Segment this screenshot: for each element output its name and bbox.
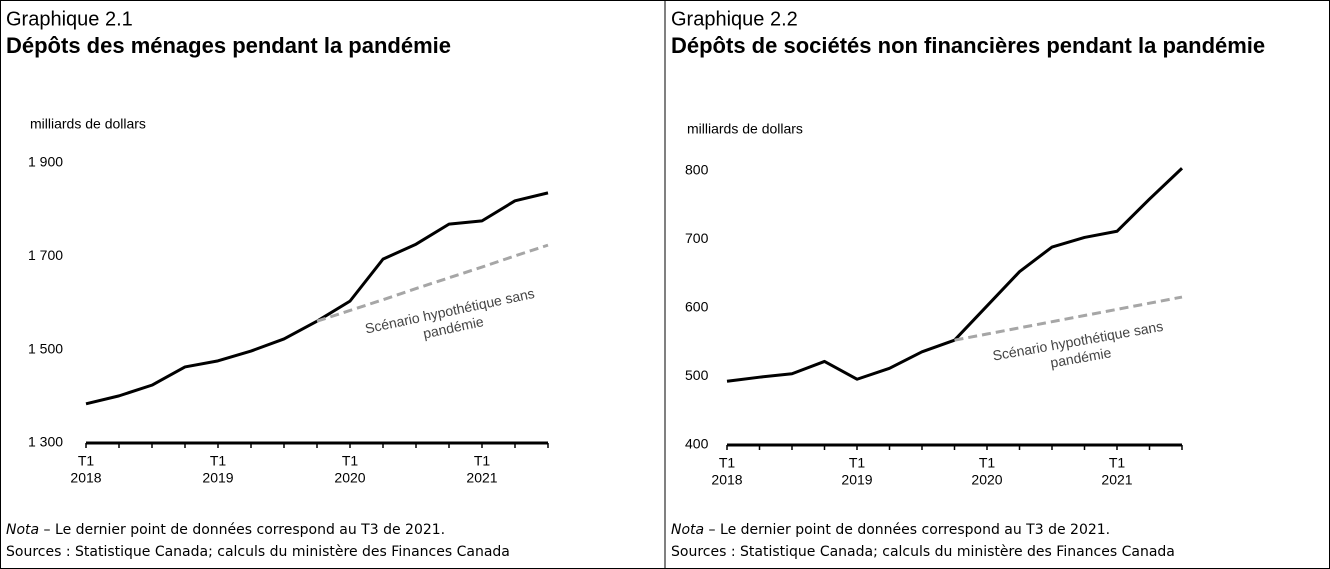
x-tick-label: 2020 (334, 470, 365, 486)
y-axis-label: milliards de dollars (30, 116, 146, 132)
x-tick-label: 2019 (841, 472, 872, 488)
note: Nota – Le dernier point de données corre… (6, 522, 445, 538)
x-tick-label: 2020 (971, 472, 1002, 488)
x-tick-label: T1 (210, 453, 227, 469)
y-tick-label: 500 (685, 367, 709, 383)
note: Nota – Le dernier point de données corre… (671, 522, 1110, 538)
note-text: – Le dernier point de données correspond… (704, 522, 1110, 538)
x-tick-label: T1 (979, 455, 996, 471)
note-label: Nota (671, 522, 704, 538)
y-tick-label: 1 500 (28, 340, 63, 356)
series-line (316, 243, 549, 323)
chart-label: Graphique 2.1 (6, 8, 133, 30)
y-tick-label: 800 (685, 162, 709, 178)
x-tick-label: T1 (849, 455, 866, 471)
y-tick-label: 600 (685, 299, 709, 315)
y-tick-label: 700 (685, 230, 709, 246)
y-tick-label: 1 900 (28, 154, 63, 170)
x-tick-label: T1 (342, 453, 359, 469)
sources: Sources : Statistique Canada; calculs du… (671, 544, 1175, 560)
chart-label: Graphique 2.2 (671, 8, 798, 30)
x-tick-label: 2018 (70, 470, 101, 486)
series-line (954, 295, 1183, 342)
chart-title: Dépôts de sociétés non financières penda… (671, 33, 1265, 58)
y-tick-label: 400 (685, 436, 709, 452)
x-tick-label: T1 (474, 453, 491, 469)
x-tick-label: 2021 (466, 470, 497, 486)
sources: Sources : Statistique Canada; calculs du… (6, 544, 510, 560)
x-tick-label: 2021 (1101, 472, 1132, 488)
x-tick-label: 2018 (711, 472, 742, 488)
x-tick-label: 2019 (202, 470, 233, 486)
series-line (726, 167, 1184, 383)
y-tick-label: 1 700 (28, 247, 63, 263)
x-tick-label: T1 (719, 455, 736, 471)
y-tick-label: 1 300 (28, 434, 63, 450)
y-axis-label: milliards de dollars (687, 121, 803, 137)
chart-title: Dépôts des ménages pendant la pandémie (6, 33, 451, 58)
note-label: Nota (6, 522, 39, 538)
x-tick-label: T1 (78, 453, 95, 469)
x-tick-label: T1 (1109, 455, 1126, 471)
note-text: – Le dernier point de données correspond… (39, 522, 445, 538)
